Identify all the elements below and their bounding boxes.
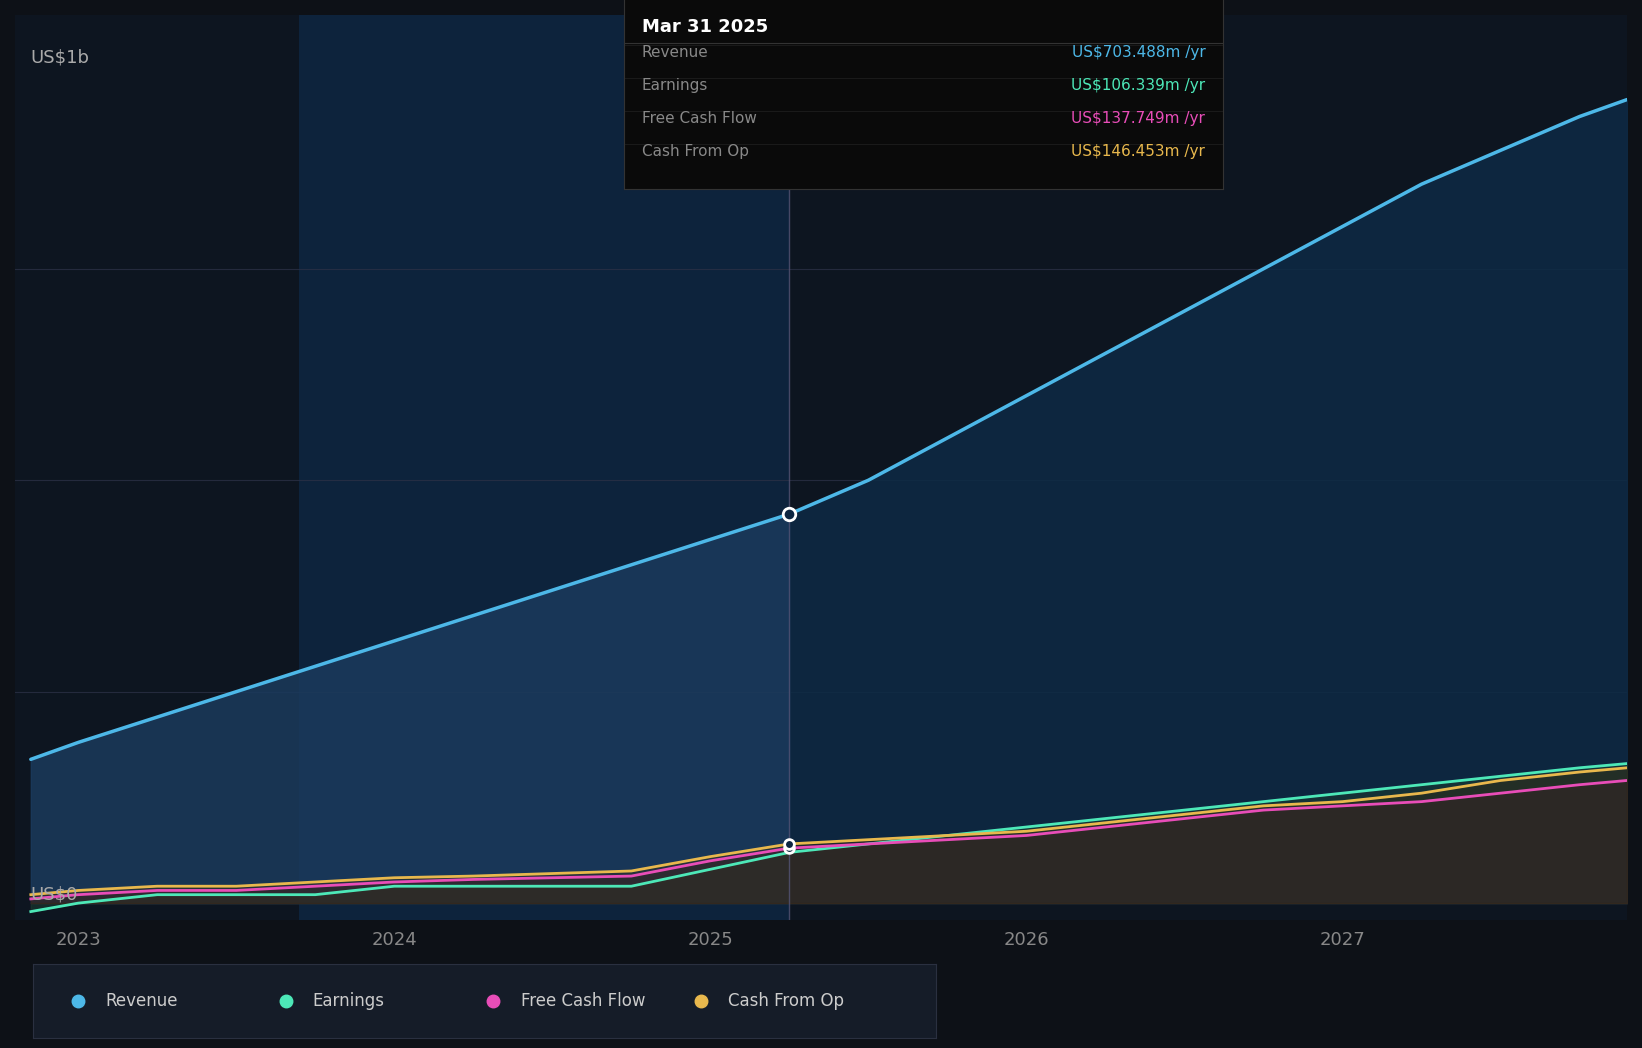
Text: Past: Past bbox=[736, 116, 773, 134]
Text: US$0: US$0 bbox=[31, 886, 79, 903]
Text: US$137.749m /yr: US$137.749m /yr bbox=[1072, 111, 1205, 127]
Text: Earnings: Earnings bbox=[642, 79, 708, 93]
Bar bbox=[299, 15, 790, 920]
Text: Free Cash Flow: Free Cash Flow bbox=[642, 111, 757, 127]
Text: US$1b: US$1b bbox=[31, 48, 90, 66]
Text: US$703.488m /yr: US$703.488m /yr bbox=[1072, 45, 1205, 61]
Text: US$146.453m /yr: US$146.453m /yr bbox=[1072, 145, 1205, 159]
Text: Free Cash Flow: Free Cash Flow bbox=[521, 991, 645, 1010]
Text: Analysts Forecasts: Analysts Forecasts bbox=[805, 116, 974, 134]
Text: Cash From Op: Cash From Op bbox=[642, 145, 749, 159]
Text: Revenue: Revenue bbox=[105, 991, 177, 1010]
Text: Revenue: Revenue bbox=[642, 45, 709, 61]
Text: Cash From Op: Cash From Op bbox=[729, 991, 844, 1010]
Text: Mar 31 2025: Mar 31 2025 bbox=[642, 18, 768, 36]
Text: US$106.339m /yr: US$106.339m /yr bbox=[1071, 79, 1205, 93]
Text: Earnings: Earnings bbox=[314, 991, 384, 1010]
